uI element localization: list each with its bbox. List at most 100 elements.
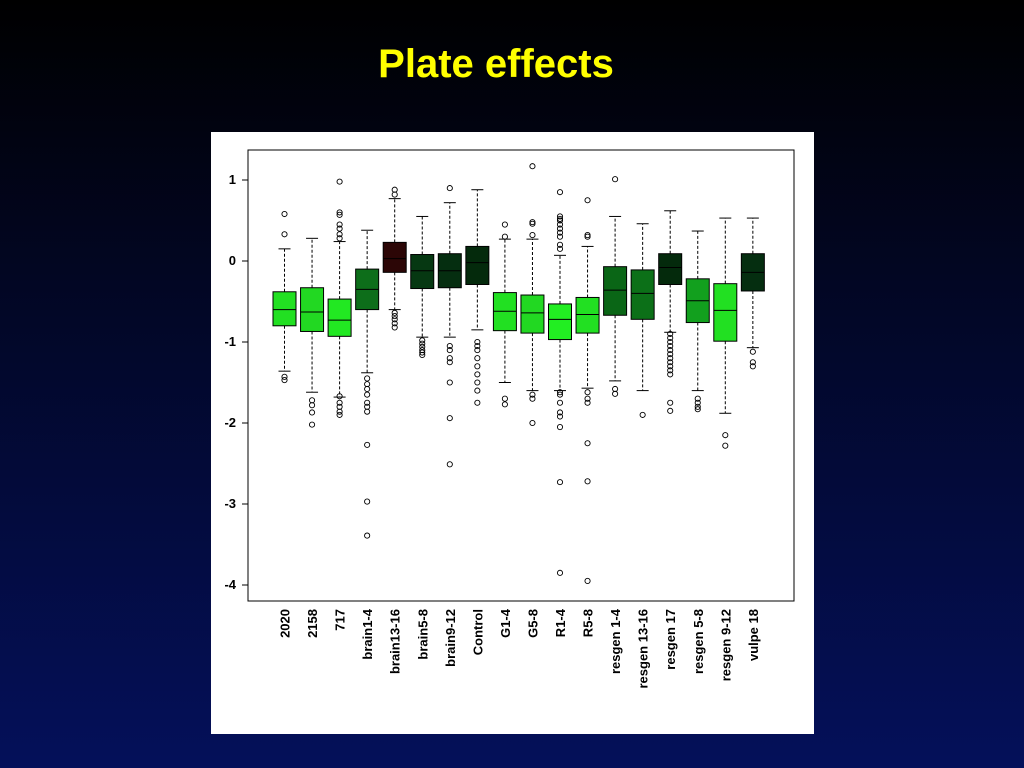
outlier-point [667,338,674,346]
outlier-point [474,342,481,350]
box-brain5-8 [410,215,435,359]
outlier-point [694,395,701,402]
outlier-point [556,225,564,232]
y-tick-label: -2 [224,415,236,430]
outlier-point [336,231,343,238]
box-body [382,241,407,273]
outlier-point [667,371,674,378]
boxplot-chart: 1 0 -1 -2 -3 -4 2020 2158 717 brain1-4 brain13-16… [224,149,795,689]
boxes [272,163,765,585]
slide-title: Plate effects [378,42,614,86]
outlier-point [309,421,316,428]
outlier-point [529,219,536,226]
outlier-point [474,338,481,346]
outlier-point [309,402,316,409]
x-category-label: resgen 17 [663,609,678,670]
outlier-point [667,363,674,370]
outlier-point [419,349,426,356]
box-body [410,254,435,290]
x-category-label: R1-4 [553,608,568,637]
outlier-point [419,343,426,350]
box-body [603,266,628,316]
outlier-point [391,313,398,320]
outlier-point [419,337,426,344]
outlier-point [639,411,646,418]
outlier-point [446,415,453,422]
outlier-point [584,233,591,240]
outlier-point [336,411,343,418]
outlier-point [667,359,674,366]
outlier-point [364,532,371,539]
y-tick-label: 1 [229,172,236,187]
outlier-point [556,245,564,252]
outlier-point [556,391,564,398]
outlier-point [281,231,288,238]
box-body [300,287,325,332]
outlier-point [556,189,564,196]
y-tick-label: -4 [224,577,236,592]
plot-frame [247,149,795,602]
y-tick-label: -3 [224,496,236,511]
outlier-point [309,409,316,416]
outlier-point [446,461,453,468]
outlier-point [364,498,371,505]
outlier-point [584,440,591,447]
outlier-point [446,185,453,192]
box-R5-8 [575,197,600,585]
x-category-label: G5-8 [525,609,540,638]
outlier-point [529,419,536,427]
outlier-point [446,379,453,386]
box-Control [465,189,490,406]
outlier-point [667,334,674,341]
outlier-point [694,403,701,410]
x-category-label: resgen 9-12 [718,609,733,681]
boxplot-figure: 1 0 -1 -2 -3 -4 2020 2158 717 brain1-4 brain13-16… [211,132,814,734]
outlier-point [722,442,729,449]
x-category-label: vulpe 18 [746,609,761,661]
outlier-point [529,391,536,398]
outlier-point [446,355,453,362]
outlier-point [584,399,591,406]
outlier-point [556,479,564,486]
box-vulpe-18 [740,217,765,370]
outlier-point [391,309,398,316]
outlier-point [584,478,591,485]
outlier-point [584,577,591,585]
outlier-point [474,347,481,354]
outlier-point [667,407,674,414]
y-axis: 1 0 -1 -2 -3 -4 [224,172,248,592]
outlier-point [667,330,674,337]
box-body [465,245,490,285]
outlier-point [529,163,536,170]
outlier-point [667,367,674,374]
outlier-point [694,399,701,406]
x-category-label: resgen 13-16 [636,609,651,689]
outlier-point [336,393,343,400]
outlier-point [556,423,564,431]
outlier-point [446,347,453,354]
box-brain13-16 [382,186,407,331]
box-G5-8 [520,163,545,427]
outlier-point [749,359,756,366]
outlier-point [364,399,371,406]
box-body [630,269,655,320]
outlier-point [281,210,288,218]
x-category-label: brain9-12 [443,609,458,667]
outlier-point [584,197,591,204]
outlier-point [667,347,674,354]
box-brain9-12 [437,185,462,468]
outlier-point [501,401,508,408]
box-body [327,298,352,337]
x-category-label: R5-8 [581,609,596,637]
outlier-point [474,363,481,370]
outlier-point [584,395,591,402]
outlier-point [529,395,536,402]
box-resgen-13-16 [630,223,655,418]
outlier-point [612,176,619,183]
box-resgen-5-8 [685,230,710,413]
x-category-label: brain5-8 [415,609,430,660]
y-tick-label: -1 [224,334,236,349]
outlier-point [474,387,481,394]
outlier-point [612,390,619,397]
outlier-point [474,371,481,378]
